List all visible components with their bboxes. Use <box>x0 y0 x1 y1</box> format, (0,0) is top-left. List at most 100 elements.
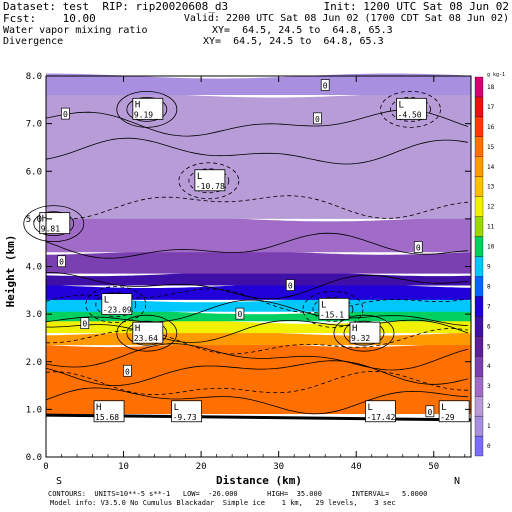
extremum-value: -15.1 <box>320 310 344 319</box>
divergence-contour-ring <box>380 90 441 128</box>
endpoint-right-label: N <box>454 476 460 487</box>
extremum-value: 15.68 <box>95 413 119 422</box>
x-tick-label: 30 <box>273 462 284 472</box>
header-dataset: Dataset: test RIP: rip20020608_d3 <box>3 0 229 13</box>
extremum-label: L-29 <box>438 400 470 423</box>
extremum-box <box>365 400 396 423</box>
extremum-value: 9.81 <box>41 225 60 234</box>
divergence-contour-ring <box>302 290 364 328</box>
y-tick-label: 6.0 <box>26 167 42 177</box>
colorbar-label: 8 <box>487 283 491 290</box>
x-axis-title: Distance (km) <box>216 474 302 487</box>
extremum-label: L-15.1 <box>318 297 350 320</box>
extremum-label: H15.68 <box>93 400 125 423</box>
colorbar-swatch <box>474 116 484 137</box>
moisture-layer <box>46 271 471 286</box>
extremum-type: L <box>367 403 372 413</box>
divergence-contour-ring <box>343 320 385 346</box>
header-valid: Valid: 2200 UTC Sat 08 Jun 02 (1700 CDT … <box>183 13 509 24</box>
colorbar-label: 12 <box>487 204 495 211</box>
zero-contour-label: 0 <box>123 364 132 377</box>
divergence-contour <box>46 272 468 300</box>
zero-label-text: 0 <box>82 320 87 329</box>
extremum-box <box>39 212 71 235</box>
axes: 0 10 20 30 40 50 0.0 1.0 2.0 3.0 4.0 5.0 6.0 7.0 8.0 <box>26 72 472 472</box>
divergence-contour-ring <box>85 286 147 324</box>
colorbar-label: 7 <box>487 303 491 310</box>
zero-label-text: 0 <box>315 115 320 124</box>
colorbar-label: 14 <box>487 164 495 171</box>
extremum-type: H <box>352 324 357 334</box>
divergence-contour-ring <box>333 314 395 352</box>
colorbar-swatch <box>474 96 484 118</box>
zero-label-box <box>80 317 90 329</box>
zero-label-box <box>235 307 245 320</box>
divergence-contour-ring <box>116 314 178 352</box>
y-tick-label: 7.0 <box>26 120 42 130</box>
divergence-contour <box>45 387 468 415</box>
colorbar-label: 6 <box>487 323 491 330</box>
colorbar-label: 17 <box>487 104 495 111</box>
divergence-contour <box>45 137 468 165</box>
x-tick-label: 0 <box>43 462 48 472</box>
colorbar-swatch <box>474 196 484 217</box>
zero-contour-label: 0 <box>80 317 90 329</box>
colorbar-swatch <box>474 76 484 98</box>
colorbar-units: g kg-1 <box>487 72 505 78</box>
header-xy-2: XY= 64.5, 24.5 to 64.8, 65.3 <box>203 36 384 47</box>
extremum-box <box>438 400 470 423</box>
zero-contour-label: 0 <box>413 241 423 253</box>
extremum-box <box>318 297 350 320</box>
extremum-box <box>194 169 226 192</box>
colorbar-swatch <box>474 216 484 237</box>
colorbar-swatch <box>474 176 484 197</box>
colorbar-label: 10 <box>487 244 495 251</box>
colorbar-swatch <box>474 336 484 357</box>
x-tick-label: 40 <box>351 462 362 472</box>
divergence-contour <box>46 328 468 355</box>
zero-contour-label: 0 <box>320 79 330 91</box>
extremum-type: H <box>135 324 140 334</box>
y-tick-label: 1.0 <box>26 405 42 415</box>
y-tick-label: 8.0 <box>26 72 42 82</box>
colorbar-swatch <box>474 136 484 157</box>
colorbar-label: 9 <box>487 264 491 271</box>
header-fcst: Fcst: 10.00 <box>3 12 96 25</box>
colorbar-swatch <box>474 435 484 457</box>
colorbar-swatch <box>474 376 484 397</box>
divergence-contour <box>45 299 468 326</box>
extremum-type: L <box>174 403 179 413</box>
colorbar-swatch <box>474 356 484 377</box>
x-tick-label: 10 <box>118 462 129 472</box>
zero-contour-label: 0 <box>61 107 70 120</box>
colorbar-swatch <box>474 415 484 437</box>
extremum-label: L-9.73 <box>171 400 202 423</box>
y-tick-label: 3.0 <box>26 310 42 320</box>
divergence-contour <box>45 232 468 259</box>
colorbar-label: 13 <box>487 184 495 191</box>
extremum-value: -10.78 <box>196 182 225 191</box>
footer-contours: CONTOURS: UNITS=10**-5 s**-1 LOW= -26.00… <box>48 490 428 498</box>
extremum-label: L-23.09 <box>101 293 133 316</box>
divergence-contour <box>45 370 468 396</box>
zero-label-box <box>61 107 70 120</box>
y-axis-title: Height (km) <box>4 235 17 308</box>
zero-contour-label: 0 <box>235 307 245 320</box>
zero-label-text: 0 <box>427 408 432 417</box>
extremum-label: L-10.78 <box>194 169 226 192</box>
header-xy-1: XY= 64.5, 24.5 to 64.8, 65.3 <box>212 25 393 36</box>
extremum-box <box>132 321 164 344</box>
colorbar-label: 4 <box>487 363 491 370</box>
extremum-value: -17.42 <box>366 413 395 422</box>
extremum-type: H <box>135 100 140 110</box>
colorbar-swatch <box>474 256 484 277</box>
extremum-label: L-4.50 <box>396 97 427 120</box>
header-field-2: Divergence <box>3 36 64 47</box>
extremum-type: H <box>96 403 101 413</box>
moisture-layer <box>46 73 471 96</box>
moisture-layer <box>46 309 471 322</box>
colorbar-label: 1 <box>487 423 491 430</box>
divergence-contour-ring <box>178 162 240 200</box>
colorbar-swatch <box>474 276 484 297</box>
